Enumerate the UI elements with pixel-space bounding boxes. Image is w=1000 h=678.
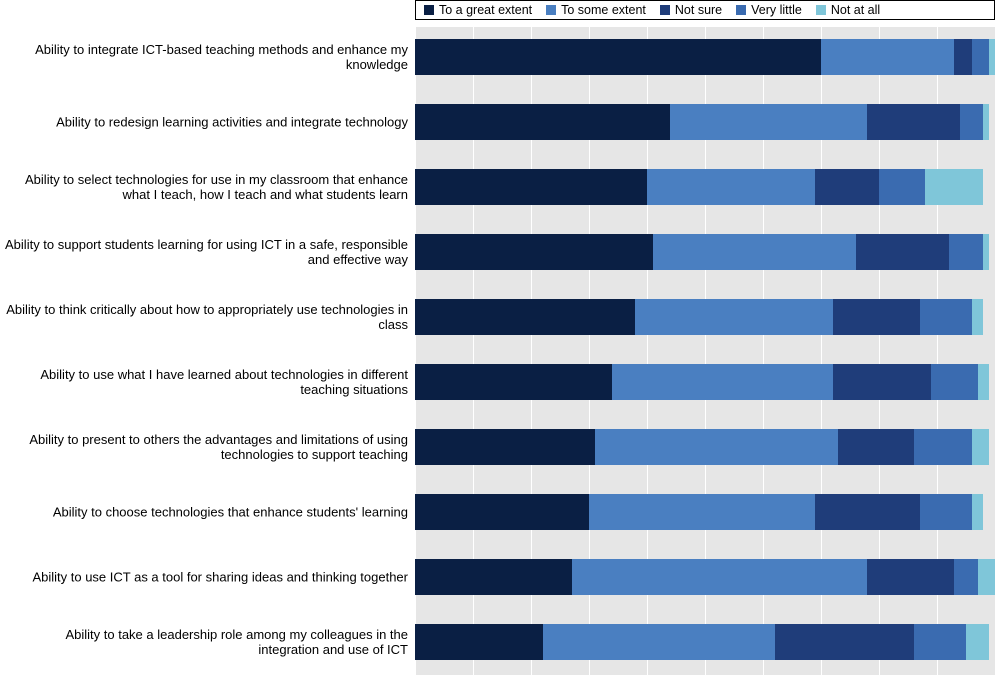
bar-row — [415, 429, 995, 465]
chart-container: To a great extent To some extent Not sure V… — [0, 0, 1000, 678]
bar-segment — [647, 169, 815, 205]
plot-area — [415, 27, 995, 675]
bar-segment — [983, 104, 989, 140]
category-label: Ability to integrate ICT-based teaching … — [3, 42, 408, 72]
bar-segment — [653, 234, 856, 270]
bar-row — [415, 364, 995, 400]
bar-segment — [920, 299, 972, 335]
bar-segment — [415, 624, 543, 660]
bar-segment — [978, 559, 995, 595]
bar-segment — [879, 169, 925, 205]
category-label: Ability to think critically about how to… — [3, 302, 408, 332]
bar-row — [415, 39, 995, 75]
bar-row — [415, 299, 995, 335]
bar-row — [415, 169, 995, 205]
category-label: Ability to select technologies for use i… — [3, 172, 408, 202]
bar-segment — [954, 39, 971, 75]
bar-segment — [914, 429, 972, 465]
bar-segment — [914, 624, 966, 660]
bar-segment — [954, 559, 977, 595]
bar-segment — [856, 234, 949, 270]
bar-segment — [415, 299, 635, 335]
bar-segment — [589, 494, 815, 530]
bar-row — [415, 494, 995, 530]
bar-segment — [925, 169, 983, 205]
bar-segment — [960, 104, 983, 140]
category-label: Ability to redesign learning activities … — [3, 115, 408, 130]
bar-segment — [815, 169, 879, 205]
bar-segment — [595, 429, 839, 465]
bar-segment — [821, 39, 954, 75]
legend-swatch — [546, 5, 556, 15]
bar-segment — [838, 429, 913, 465]
category-label: Ability to use what I have learned about… — [3, 367, 408, 397]
category-label: Ability to choose technologies that enha… — [3, 505, 408, 520]
bar-segment — [543, 624, 775, 660]
legend: To a great extent To some extent Not sure V… — [415, 0, 995, 20]
legend-label: Very little — [751, 3, 802, 17]
bar-segment — [415, 559, 572, 595]
bar-segment — [966, 624, 989, 660]
bar-segment — [775, 624, 914, 660]
legend-swatch — [660, 5, 670, 15]
bar-segment — [815, 494, 919, 530]
category-label: Ability to present to others the advanta… — [3, 432, 408, 462]
bar-segment — [972, 299, 984, 335]
legend-label: To a great extent — [439, 3, 532, 17]
bar-segment — [972, 494, 984, 530]
legend-label: Not at all — [831, 3, 880, 17]
bar-segment — [415, 39, 821, 75]
legend-swatch — [816, 5, 826, 15]
bar-segment — [833, 299, 920, 335]
bar-segment — [635, 299, 832, 335]
bar-segment — [867, 559, 954, 595]
bar-segment — [920, 494, 972, 530]
category-label: Ability to use ICT as a tool for sharing… — [3, 570, 408, 585]
gridline — [995, 27, 996, 675]
category-label: Ability to take a leadership role among … — [3, 627, 408, 657]
legend-item: Very little — [736, 3, 802, 17]
bar-segment — [670, 104, 867, 140]
legend-item: To some extent — [546, 3, 646, 17]
legend-swatch — [424, 5, 434, 15]
bar-segment — [415, 494, 589, 530]
bar-segment — [949, 234, 984, 270]
category-label: Ability to support students learning for… — [3, 237, 408, 267]
legend-item: Not at all — [816, 3, 880, 17]
bar-row — [415, 234, 995, 270]
bar-segment — [833, 364, 932, 400]
legend-item: Not sure — [660, 3, 722, 17]
bar-segment — [415, 234, 653, 270]
bar-segment — [972, 39, 989, 75]
bar-row — [415, 104, 995, 140]
bar-segment — [867, 104, 960, 140]
bar-segment — [989, 39, 995, 75]
bar-segment — [415, 104, 670, 140]
legend-label: To some extent — [561, 3, 646, 17]
bar-segment — [415, 364, 612, 400]
bar-row — [415, 624, 995, 660]
bar-row — [415, 559, 995, 595]
legend-label: Not sure — [675, 3, 722, 17]
legend-swatch — [736, 5, 746, 15]
legend-item: To a great extent — [424, 3, 532, 17]
bar-segment — [572, 559, 868, 595]
bar-segment — [415, 169, 647, 205]
bar-segment — [612, 364, 832, 400]
bar-segment — [931, 364, 977, 400]
bar-segment — [978, 364, 990, 400]
bar-segment — [415, 429, 595, 465]
bar-segment — [983, 234, 989, 270]
bar-segment — [972, 429, 989, 465]
